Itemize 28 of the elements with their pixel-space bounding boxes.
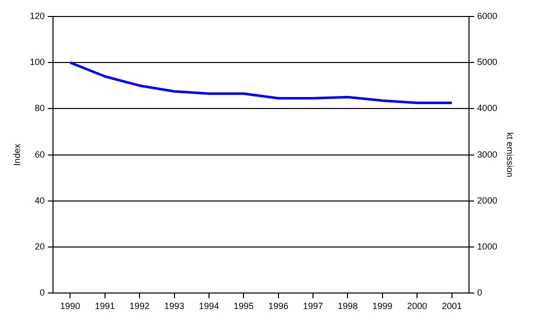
x-tick-label: 2000 bbox=[407, 301, 428, 312]
y2-tick-label: 3000 bbox=[477, 149, 498, 160]
x-tick-label: 1996 bbox=[268, 301, 288, 312]
y2-tick-label: 2000 bbox=[477, 195, 498, 206]
y2-tick-label: 0 bbox=[477, 288, 482, 298]
x-tick-label: 1997 bbox=[303, 301, 324, 312]
y-tick-label: 80 bbox=[34, 103, 45, 114]
y2-axis-title: kt emission bbox=[505, 132, 516, 178]
x-tick-label: 2001 bbox=[442, 301, 462, 312]
y-tick-label: 120 bbox=[30, 10, 45, 21]
y-axis-title: Index bbox=[12, 143, 22, 166]
x-tick-label: 1995 bbox=[234, 301, 254, 312]
y2-tick-label: 1000 bbox=[477, 242, 498, 252]
y-tick-label: 60 bbox=[34, 149, 45, 160]
x-tick-label: 1999 bbox=[372, 301, 392, 312]
x-tick-label: 1991 bbox=[94, 301, 115, 312]
x-tick-label: 1993 bbox=[164, 301, 184, 312]
x-tick-label: 1994 bbox=[198, 301, 219, 312]
y-tick-label: 100 bbox=[30, 57, 45, 68]
x-tick-label: 1992 bbox=[130, 301, 150, 312]
x-tick-label: 1990 bbox=[60, 301, 80, 312]
y2-tick-label: 5000 bbox=[477, 57, 498, 68]
y-tick-label: 40 bbox=[34, 195, 45, 206]
y2-tick-label: 6000 bbox=[477, 10, 498, 21]
x-tick-label: 1998 bbox=[338, 301, 358, 312]
y2-tick-label: 4000 bbox=[477, 103, 498, 114]
y-tick-label: 20 bbox=[34, 242, 45, 252]
y-tick-label: 0 bbox=[40, 288, 45, 298]
